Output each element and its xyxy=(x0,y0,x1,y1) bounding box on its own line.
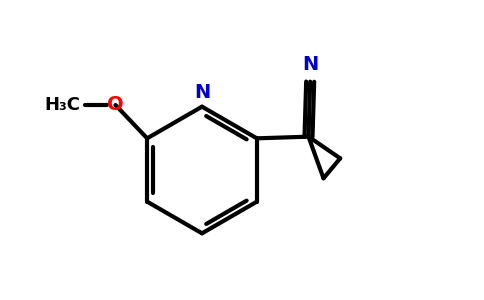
Text: O: O xyxy=(107,95,124,115)
Text: N: N xyxy=(194,83,210,102)
Text: H₃C: H₃C xyxy=(45,96,80,114)
Text: N: N xyxy=(302,55,318,74)
